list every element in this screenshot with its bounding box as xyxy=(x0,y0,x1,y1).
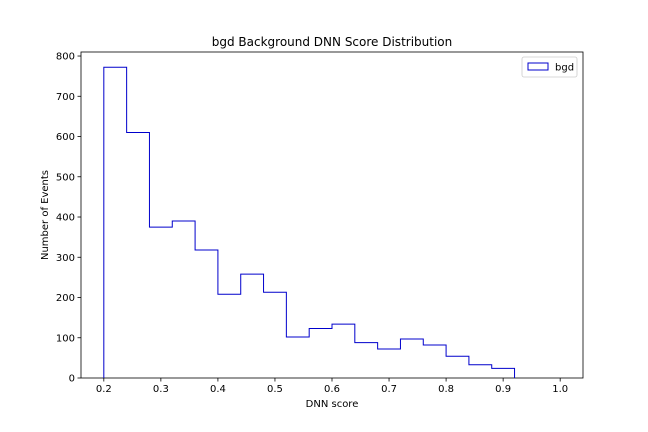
histogram-bin xyxy=(104,67,127,378)
histogram-bin xyxy=(286,337,309,378)
legend-label: bgd xyxy=(555,63,574,74)
x-axis-label: DNN score xyxy=(306,399,359,410)
x-tick-label: 0.8 xyxy=(438,384,454,395)
y-tick-label: 0 xyxy=(69,374,75,385)
y-axis: 0 100 200 300 400 500 600 700 800 xyxy=(56,52,81,385)
x-tick-label: 0.3 xyxy=(153,384,169,395)
y-tick-label: 300 xyxy=(56,253,75,264)
histogram-bin xyxy=(332,324,355,378)
histogram-bin xyxy=(492,368,515,378)
histogram-bin xyxy=(355,343,378,378)
histogram-bin xyxy=(446,356,469,378)
histogram-bin xyxy=(264,292,287,378)
y-tick-label: 200 xyxy=(56,293,75,304)
legend-frame xyxy=(521,56,578,78)
histogram-bin xyxy=(241,274,264,378)
legend: bgd xyxy=(521,56,578,78)
x-tick-label: 0.2 xyxy=(96,384,112,395)
histogram-bin xyxy=(400,339,423,378)
x-tick-label: 0.6 xyxy=(324,384,340,395)
histogram-bin xyxy=(309,328,332,378)
y-axis-label: Number of Events xyxy=(40,170,51,260)
histogram-bin xyxy=(172,221,195,378)
x-tick-label: 0.7 xyxy=(381,384,397,395)
histogram-bin xyxy=(378,349,401,378)
x-axis: 0.2 0.3 0.4 0.5 0.6 0.7 0.8 0.9 1.0 xyxy=(96,378,568,395)
y-tick-label: 700 xyxy=(56,92,75,103)
chart-title: bgd Background DNN Score Distribution xyxy=(212,35,453,49)
y-tick-label: 400 xyxy=(56,213,75,224)
histogram-bin xyxy=(195,250,218,378)
x-tick-label: 0.9 xyxy=(495,384,511,395)
histogram-series xyxy=(103,66,516,378)
y-tick-label: 100 xyxy=(56,333,75,344)
histogram-bin xyxy=(127,132,150,378)
y-tick-label: 600 xyxy=(56,132,75,143)
y-tick-label: 800 xyxy=(56,52,75,63)
legend-swatch xyxy=(527,62,549,71)
y-tick-label: 500 xyxy=(56,172,75,183)
histogram-bin xyxy=(218,294,241,378)
histogram-bin xyxy=(149,227,172,378)
histogram-step-line xyxy=(103,66,516,378)
x-tick-label: 0.4 xyxy=(210,384,226,395)
histogram-bin xyxy=(423,345,446,378)
x-tick-label: 0.5 xyxy=(267,384,283,395)
histogram-bin xyxy=(469,365,492,378)
x-tick-label: 1.0 xyxy=(552,384,568,395)
